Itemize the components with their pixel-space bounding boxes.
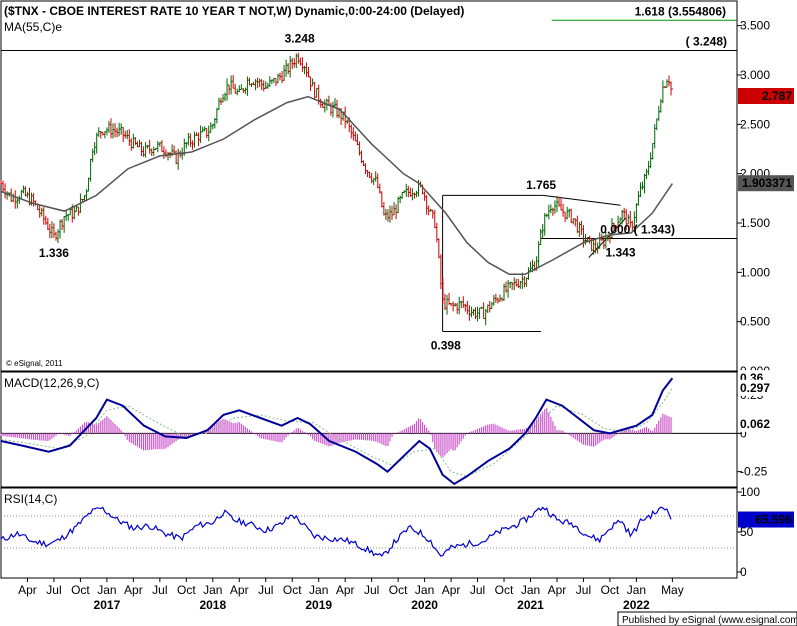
rsi-axis: 100 50 0	[1, 485, 760, 579]
ma-value-label: 1.903371	[742, 176, 792, 190]
price-annotations: 3.248 ( 3.248) 1.618 (3.554806) 1.336 0.398 1…	[39, 4, 727, 352]
x-tick-label-month: Oct	[283, 583, 302, 597]
rsi-panel-title: RSI(14,C)	[4, 492, 57, 506]
rsi-value-label: 65.596	[755, 513, 792, 527]
x-tick-label-month: Jul	[258, 583, 273, 597]
x-tick-label-month: Apr	[336, 583, 355, 597]
macd-tag-bg	[738, 415, 772, 432]
price-tick-label: 1.500	[740, 216, 770, 230]
rsi-lines	[0, 506, 672, 558]
price-value-label: 2.787	[762, 89, 792, 103]
x-tick-label-month: Jan	[203, 583, 222, 597]
x-axis: Apr Jul Oct Jan Apr Jul Oct Jan Apr Jul Oct Jan Apr J…	[18, 578, 684, 612]
price-annotation: 1.618 (3.554806)	[635, 4, 726, 18]
price-annotation: 1.336	[39, 246, 69, 260]
price-bars	[0, 52, 674, 326]
x-tick-label-year: 2021	[517, 598, 544, 612]
price-annotation: 0.398	[431, 339, 461, 353]
price-annotation: 0.000 ( 1.343)	[600, 222, 675, 236]
macd-series-macd	[0, 377, 674, 486]
footer-box	[617, 611, 797, 626]
macd-panel: MACD(12,26,9,C) 0.250-0.25 0.360.2970.06…	[0, 370, 772, 488]
x-tick-label-month: Oct	[177, 583, 196, 597]
price-tick-label: 3.000	[740, 68, 770, 82]
x-tick-label-year: 2019	[305, 598, 332, 612]
x-tick-label-month: Oct	[601, 583, 620, 597]
price-panel-frame	[0, 0, 738, 372]
x-tick-label-month: Jul	[576, 583, 591, 597]
x-tick-label-month: May	[661, 583, 684, 597]
price-panel: ($TNX - CBOE INTEREST RATE 10 YEAR T NOT…	[0, 0, 794, 378]
x-tick-label-month: Jan	[521, 583, 540, 597]
price-tick-label: 0.500	[740, 315, 770, 329]
rsi-panel-frame	[0, 487, 738, 579]
macd-tag-bg	[738, 379, 772, 396]
x-tick-label-year: 2020	[411, 598, 438, 612]
x-tick-label-month: Jan	[97, 583, 116, 597]
macd-tag-label: 0.062	[740, 417, 770, 431]
macd-panel-title: MACD(12,26,9,C)	[4, 376, 99, 390]
price-tick-label: 3.500	[740, 19, 770, 33]
x-tick-label-month: Oct	[495, 583, 514, 597]
x-tick-label-month: Jul	[470, 583, 485, 597]
x-tick-label-year: 2018	[199, 598, 226, 612]
macd-histogram	[0, 408, 672, 458]
price-value-tag	[738, 88, 794, 105]
price-annotation: ( 3.248)	[686, 35, 727, 49]
x-tick-label-month: Oct	[389, 583, 408, 597]
price-levels	[1, 19, 737, 333]
x-tick-label-month: Jan	[415, 583, 434, 597]
price-panel-title: ($TNX - CBOE INTEREST RATE 10 YEAR T NOT…	[4, 4, 464, 18]
price-tick-label: 1.000	[740, 265, 770, 279]
ma-value-tag	[738, 175, 794, 192]
rsi-panel: RSI(14,C) 100 50 0 65.596	[0, 485, 794, 579]
x-tick-label-month: Apr	[442, 583, 461, 597]
x-tick-label-month: Oct	[71, 583, 90, 597]
rsi-tick-label: 50	[740, 525, 754, 539]
macd-panel-frame	[0, 371, 738, 488]
ma-line	[0, 95, 674, 276]
macd-tick-label: 0	[740, 426, 747, 440]
rsi-value-tag	[738, 511, 794, 528]
x-tick-label-month: Jul	[46, 583, 61, 597]
macd-series-signal	[0, 387, 673, 477]
macd-tag-label: 0.297	[740, 381, 770, 395]
price-tick-label: 2.500	[740, 117, 770, 131]
x-tick-label-month: Apr	[230, 583, 249, 597]
x-tick-label-year: 2017	[94, 598, 121, 612]
rsi-tick-label: 100	[740, 485, 760, 499]
x-tick-label-month: Jan	[627, 583, 646, 597]
rsi-line	[0, 506, 672, 558]
footer-credit: Published by eSignal (www.esignal.com)	[622, 615, 797, 626]
price-annotation: 3.248	[285, 32, 315, 46]
macd-tick-label: -0.25	[740, 465, 768, 479]
price-annotation: 1.343	[605, 245, 635, 259]
x-tick-label-year: 2022	[623, 598, 650, 612]
copyright-note: © eSignal, 2011	[6, 359, 63, 368]
ma-indicator-label: MA(55,C)e	[4, 20, 62, 34]
ma-line-group	[0, 95, 674, 276]
x-tick-label-month: Jul	[152, 583, 167, 597]
rsi-tags: 65.596	[738, 511, 794, 528]
x-tick-label-month: Apr	[548, 583, 567, 597]
x-tick-label-month: Jan	[309, 583, 328, 597]
rsi-tick-label: 0	[740, 565, 747, 579]
x-tick-label-month: Apr	[18, 583, 37, 597]
price-tags: 2.787 1.903371	[738, 88, 794, 192]
trend-line	[543, 194, 621, 206]
macd-lines	[0, 377, 674, 486]
price-annotation: 1.765	[526, 178, 556, 192]
x-tick-label-month: Apr	[124, 583, 143, 597]
x-tick-label-month: Jul	[364, 583, 379, 597]
